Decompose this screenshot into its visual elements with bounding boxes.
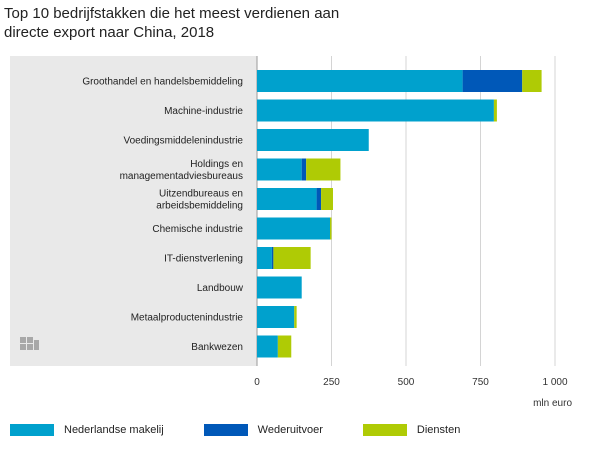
chart-title-line-2: directe export naar China, 2018 — [4, 24, 215, 41]
logo-block — [20, 337, 26, 343]
x-tick-label: 250 — [323, 377, 340, 388]
bar-segment — [257, 335, 278, 358]
legend-swatch-nederlandse-makelij — [10, 424, 54, 436]
category-label: Voedingsmiddelenindustrie — [123, 136, 243, 147]
bar-segment — [294, 306, 297, 328]
logo-block — [34, 340, 39, 350]
bar-segment — [257, 217, 331, 240]
category-label-line: arbeidsbemiddeling — [156, 201, 243, 212]
category-label-line: Chemische industrie — [152, 224, 243, 235]
category-label: Uitzendbureaus en arbeidsbemiddeling — [156, 189, 243, 212]
category-label-line: Holdings en — [190, 159, 243, 170]
bar-segment — [257, 158, 302, 181]
x-axis-label: mln euro — [533, 398, 572, 409]
bar-segment — [257, 70, 463, 92]
x-tick-label: 500 — [398, 377, 415, 388]
category-label-line: Groothandel en handelsbemiddeling — [82, 77, 243, 88]
bar-segment — [277, 335, 292, 358]
category-label: Bankwezen — [191, 342, 243, 353]
legend-swatch-wederuitvoer — [203, 424, 248, 436]
category-label: Metaalproductenindustrie — [131, 313, 244, 324]
legend-label-wederuitvoer: Wederuitvoer — [257, 424, 323, 436]
chart-title-line-1: Top 10 bedrijfstakken die het meest verd… — [4, 5, 340, 22]
bar-segment — [522, 70, 542, 92]
category-label: Holdings en managementadviesbureaus — [120, 159, 243, 182]
legend-item-wederuitvoer: Wederuitvoer — [203, 424, 323, 436]
bar-segment — [257, 188, 317, 210]
category-label: Machine-industrie — [164, 106, 243, 117]
category-label: Landbouw — [197, 283, 244, 294]
legend-label-nederlandse-makelij: Nederlandse makelij — [64, 424, 164, 436]
logo-block — [27, 344, 33, 350]
logo-block — [20, 344, 26, 350]
category-label: Chemische industrie — [152, 224, 243, 235]
legend-item-nederlandse-makelij: Nederlandse makelij — [10, 424, 164, 436]
bar-segment — [257, 306, 295, 328]
bar-segment — [257, 247, 272, 269]
category-label-line: IT-dienstverlening — [164, 254, 243, 265]
legend-label-diensten: Diensten — [416, 424, 461, 436]
bar-segment — [462, 70, 523, 92]
legend: Nederlandse makelij Wederuitvoer Dienste… — [10, 424, 500, 436]
bar-segment — [273, 247, 311, 269]
x-tick-label: 750 — [472, 377, 489, 388]
cbs-logo-icon — [20, 337, 39, 350]
bar-segment — [257, 99, 494, 122]
logo-block — [27, 337, 33, 343]
bar-segment — [301, 158, 307, 181]
chart-title: Top 10 bedrijfstakken die het meest verd… — [4, 4, 424, 42]
bar-segment — [493, 99, 497, 122]
bar-segment — [271, 247, 274, 269]
category-label-line: Uitzendbureaus en — [159, 189, 243, 200]
category-label-line: managementadviesbureaus — [120, 171, 243, 182]
bar-segment — [321, 188, 333, 210]
category-label: IT-dienstverlening — [164, 254, 243, 265]
bar-chart: Groothandel en handelsbemiddeling Machine… — [10, 56, 590, 409]
x-tick-label: 0 — [254, 377, 260, 388]
legend-item-diensten: Diensten — [362, 424, 461, 436]
category-label-line: Voedingsmiddelenindustrie — [123, 136, 243, 147]
category-label-line: Landbouw — [197, 283, 244, 294]
bar-segment — [306, 158, 341, 181]
category-label-line: Bankwezen — [191, 342, 243, 353]
category-label: Groothandel en handelsbemiddeling — [82, 77, 243, 88]
bar-segment — [316, 188, 322, 210]
bar-segment — [257, 129, 369, 151]
category-label-line: Machine-industrie — [164, 106, 243, 117]
legend-swatch-diensten — [362, 424, 407, 436]
category-label-line: Metaalproductenindustrie — [131, 313, 244, 324]
bar-segment — [330, 217, 332, 240]
bar-segment — [257, 276, 302, 299]
x-tick-label: 1 000 — [542, 377, 567, 388]
